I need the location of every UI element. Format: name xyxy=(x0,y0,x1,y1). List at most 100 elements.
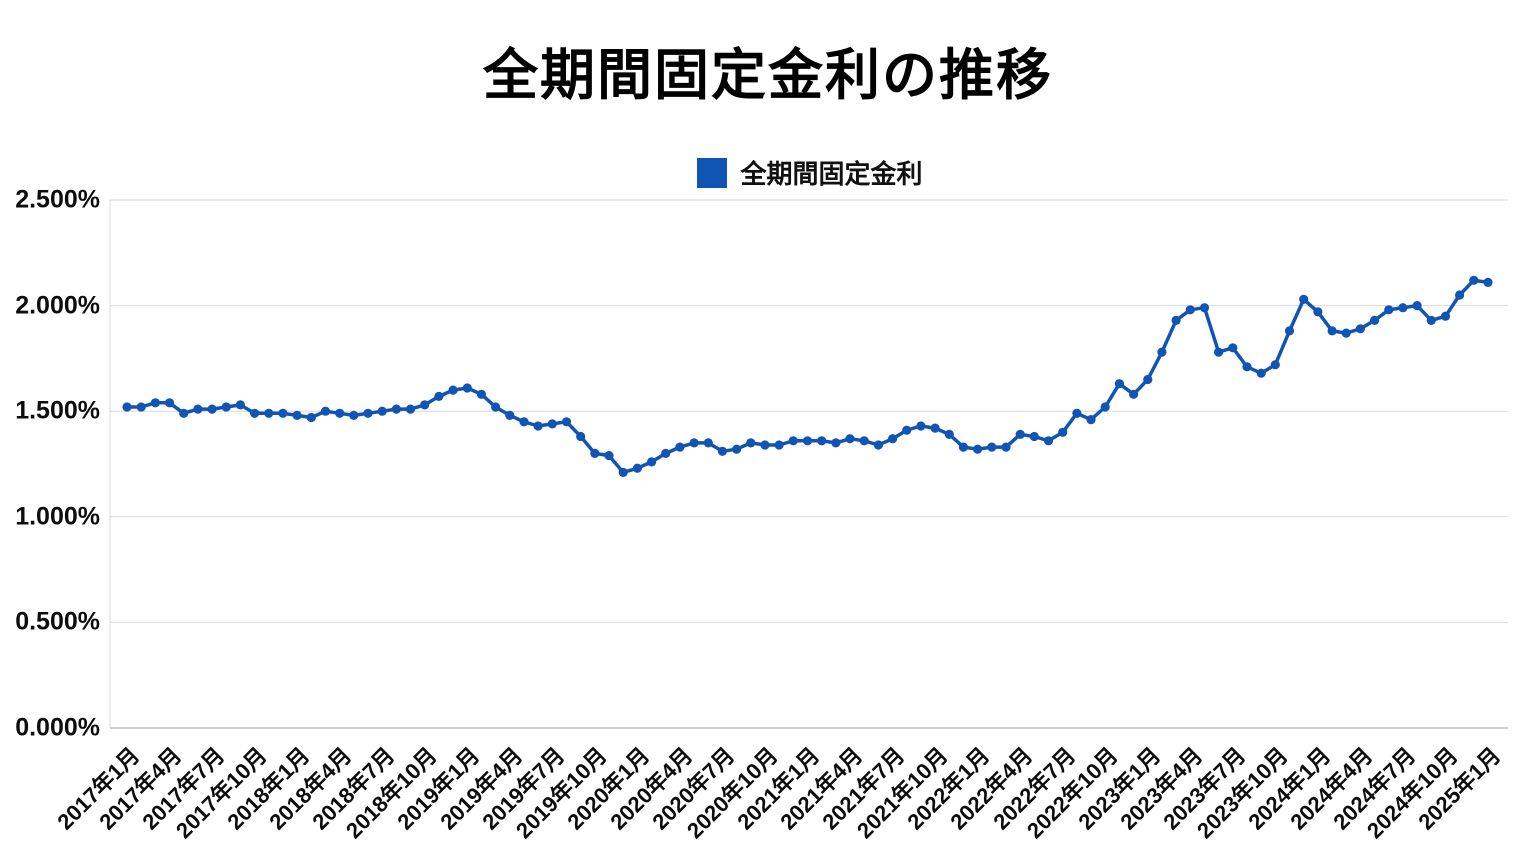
data-point xyxy=(944,429,954,439)
data-point xyxy=(604,451,614,461)
data-point xyxy=(122,402,132,412)
data-point xyxy=(1029,431,1039,442)
data-point xyxy=(1114,379,1124,389)
data-point xyxy=(902,425,912,435)
data-point xyxy=(164,398,175,408)
data-point xyxy=(405,404,416,414)
data-point xyxy=(335,408,345,418)
data-point xyxy=(1341,328,1351,338)
data-point xyxy=(1171,315,1181,325)
data-point xyxy=(491,402,501,412)
data-point xyxy=(831,438,841,448)
data-point xyxy=(873,440,884,450)
data-point xyxy=(1129,389,1139,399)
data-point xyxy=(377,406,387,416)
data-point xyxy=(1270,360,1280,370)
data-point xyxy=(958,442,969,452)
data-point xyxy=(1299,294,1309,304)
legend: 全期間固定金利 xyxy=(115,154,1505,191)
data-point xyxy=(1440,311,1451,321)
data-point xyxy=(1483,277,1493,287)
data-point xyxy=(746,438,756,448)
data-point xyxy=(1058,427,1068,437)
data-point xyxy=(732,444,742,454)
data-point xyxy=(505,410,515,420)
data-point xyxy=(1001,442,1011,452)
data-point xyxy=(533,421,543,431)
data-point xyxy=(1469,275,1479,285)
data-point xyxy=(618,467,628,477)
y-axis-label: 2.500% xyxy=(15,185,100,214)
y-axis-label: 1.000% xyxy=(15,502,100,531)
data-point xyxy=(547,419,557,429)
data-point xyxy=(774,440,784,450)
data-point xyxy=(1185,305,1195,315)
data-point xyxy=(1398,303,1408,313)
data-point xyxy=(930,423,940,433)
data-point xyxy=(703,438,713,448)
data-point xyxy=(1426,315,1436,325)
data-point xyxy=(391,404,401,414)
data-point xyxy=(717,446,728,456)
data-point xyxy=(1100,402,1110,412)
data-point xyxy=(462,383,472,393)
data-point xyxy=(264,408,274,418)
data-point xyxy=(306,412,316,423)
data-point xyxy=(221,402,231,412)
data-point xyxy=(1214,347,1224,357)
data-point xyxy=(590,448,600,458)
chart-title: 全期間固定金利の推移 xyxy=(482,44,1053,106)
data-point xyxy=(349,410,359,420)
data-point xyxy=(689,438,699,448)
data-point xyxy=(519,417,529,427)
data-point xyxy=(632,463,643,473)
data-point xyxy=(916,421,926,431)
data-point xyxy=(235,400,245,410)
data-point xyxy=(193,404,203,414)
data-point xyxy=(448,385,458,395)
data-point xyxy=(1412,301,1422,311)
y-axis-label: 2.000% xyxy=(15,291,100,320)
data-point xyxy=(859,436,869,446)
data-point xyxy=(1327,326,1337,336)
data-point xyxy=(363,408,373,418)
data-point xyxy=(136,402,146,412)
data-point xyxy=(476,389,486,399)
data-point xyxy=(1370,315,1380,325)
data-point xyxy=(888,434,898,444)
y-axis-label: 1.500% xyxy=(15,396,100,425)
data-point xyxy=(420,400,430,410)
data-point xyxy=(987,442,997,452)
data-point xyxy=(434,391,444,401)
data-point xyxy=(292,410,302,420)
data-point xyxy=(1199,303,1210,313)
data-point xyxy=(788,436,798,446)
data-point xyxy=(150,398,160,408)
data-point xyxy=(1384,305,1394,315)
data-point xyxy=(1043,436,1054,446)
data-point xyxy=(1143,374,1153,385)
data-point xyxy=(1313,307,1323,317)
data-point xyxy=(250,408,260,418)
data-point xyxy=(561,417,572,427)
data-point xyxy=(1015,429,1025,439)
data-point xyxy=(1284,326,1295,336)
data-point xyxy=(1455,290,1465,300)
data-point xyxy=(278,408,288,418)
data-point xyxy=(675,442,685,452)
data-point xyxy=(1256,368,1266,378)
data-point xyxy=(320,406,331,416)
data-point xyxy=(1072,408,1082,418)
data-point xyxy=(845,434,855,444)
legend-swatch-icon xyxy=(697,157,728,188)
data-point xyxy=(1157,347,1167,357)
data-point xyxy=(802,436,813,446)
data-point xyxy=(661,448,671,458)
data-point xyxy=(1228,343,1238,353)
data-point xyxy=(179,408,189,418)
data-point xyxy=(1086,415,1096,425)
data-point xyxy=(647,457,657,467)
data-point xyxy=(760,440,770,450)
